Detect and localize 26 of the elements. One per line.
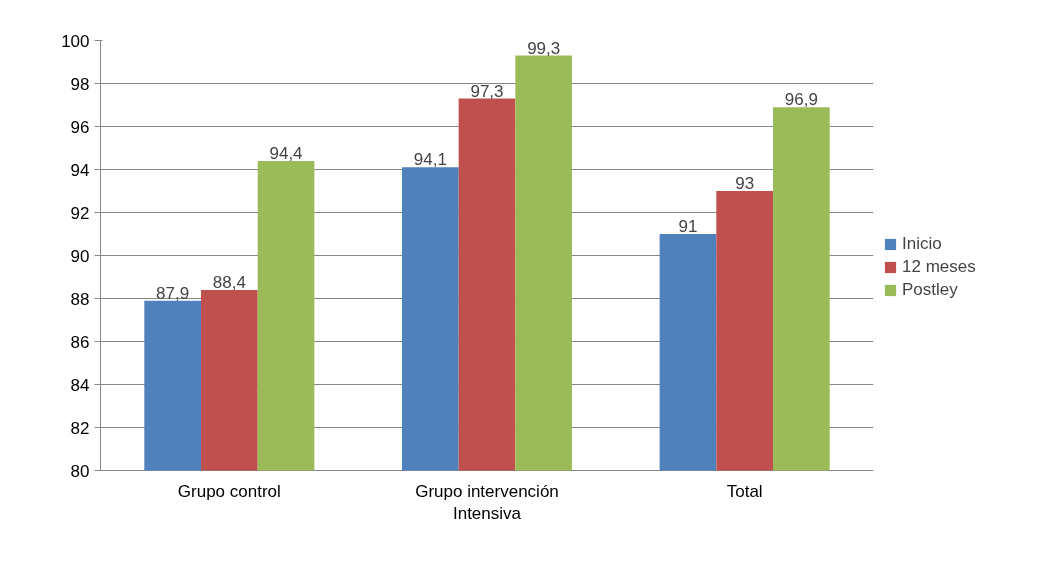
y-tick-label: 88: [70, 289, 90, 309]
y-tick-label: 86: [70, 332, 90, 352]
legend-label: Postley: [902, 280, 958, 300]
data-label: 97,3: [470, 81, 504, 101]
x-tick-label: Grupo intervención Intensiva: [415, 481, 559, 524]
data-label: 88,4: [212, 272, 246, 292]
data-label: 93: [735, 174, 755, 193]
y-tick-label: 94: [70, 160, 90, 180]
data-label: 94,4: [269, 143, 303, 163]
data-label: 99,3: [527, 38, 561, 58]
y-tick-label: 92: [70, 203, 90, 223]
data-label: 94,1: [413, 150, 447, 170]
y-tick-label: 84: [70, 375, 90, 395]
legend-label: Inicio: [902, 234, 942, 254]
x-tick-label: Total: [726, 481, 763, 501]
data-label: 91: [678, 217, 698, 236]
y-tick-label: 90: [70, 246, 90, 266]
data-label: 96,9: [784, 90, 818, 110]
legend-label: 12 meses: [902, 257, 976, 277]
y-tick-label: 82: [70, 418, 90, 438]
data-label: 87,9: [156, 283, 190, 303]
y-tick-label: 80: [70, 461, 90, 481]
y-tick-label: 96: [70, 117, 90, 137]
x-tick-label: Grupo control: [177, 481, 281, 501]
y-tick-label: 98: [70, 74, 90, 94]
y-tick-label: 100: [61, 31, 90, 51]
